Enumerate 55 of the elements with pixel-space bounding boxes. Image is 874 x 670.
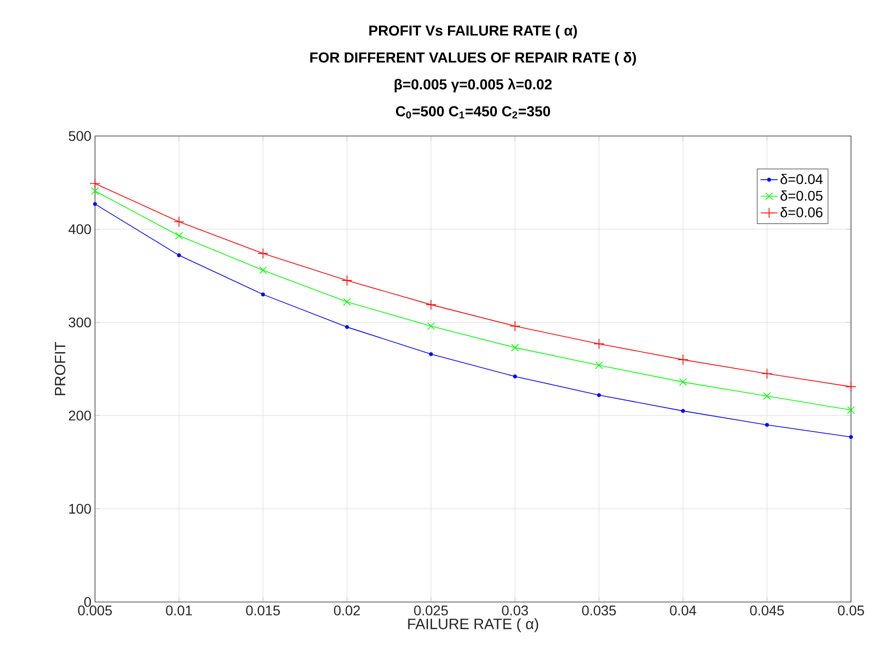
- point: [678, 354, 688, 366]
- point: [594, 338, 604, 350]
- point: [174, 216, 184, 228]
- legend-label: δ=0.06: [780, 207, 822, 218]
- point: [846, 381, 856, 392]
- point: [426, 299, 436, 310]
- point: [513, 374, 517, 378]
- x-tick-label: 0.01: [166, 606, 192, 616]
- point: [595, 361, 603, 370]
- x-tick-label: 0.045: [750, 606, 784, 616]
- point: [597, 393, 601, 397]
- y-tick-label: 100: [69, 504, 91, 514]
- x-tick-label: 0.015: [246, 606, 280, 616]
- y-tick-label: 200: [68, 410, 91, 421]
- y-tick-label: 400: [68, 224, 91, 234]
- point: [342, 275, 352, 286]
- point: [429, 352, 433, 356]
- x-tick-label: 0.02: [334, 606, 360, 616]
- point: [762, 368, 772, 380]
- point: [93, 202, 97, 206]
- y-axis-title: PROFIT: [54, 342, 66, 396]
- point: [175, 232, 183, 240]
- y-tick-label: 500: [68, 131, 91, 141]
- text: β=0.005 γ=0.005 λ=0.02: [394, 78, 552, 92]
- x-tick-label: 0.05: [838, 606, 864, 616]
- point: [91, 187, 99, 195]
- point: [847, 406, 855, 414]
- x-tick-label: 0.035: [582, 606, 616, 616]
- y-tick-label: 0: [84, 597, 91, 607]
- point: [765, 423, 769, 427]
- x-tick-label: 0.005: [78, 606, 112, 616]
- x-tick-label: 0.03: [502, 606, 528, 616]
- text: C$_{0}$=500 C$_{1}$=450 C$_{2}$=350: [396, 106, 550, 118]
- point: [259, 266, 267, 274]
- x-tick-label: 0.04: [670, 606, 696, 616]
- x-tick-label: 0.025: [414, 606, 448, 616]
- point: [681, 409, 685, 413]
- point: [679, 378, 687, 386]
- text: PROFIT Vs FAILURE RATE ( α): [369, 25, 577, 39]
- point: [510, 320, 520, 332]
- x-axis-title: FAILURE RATE ( α): [408, 618, 538, 632]
- point: [177, 253, 181, 258]
- point: [90, 178, 100, 189]
- legend-label: δ=0.05: [780, 190, 822, 201]
- point: [849, 435, 853, 439]
- legend-label: δ=0.04: [780, 174, 823, 184]
- point: [427, 322, 435, 330]
- point: [511, 344, 519, 352]
- point: [258, 248, 268, 259]
- point: [343, 298, 351, 306]
- text: FOR DIFFERENT VALUES OF REPAIR RATE ( δ): [310, 52, 636, 66]
- y-tick-label: 300: [68, 317, 91, 328]
- point: [763, 392, 771, 400]
- point: [261, 292, 265, 296]
- point: [345, 325, 349, 329]
